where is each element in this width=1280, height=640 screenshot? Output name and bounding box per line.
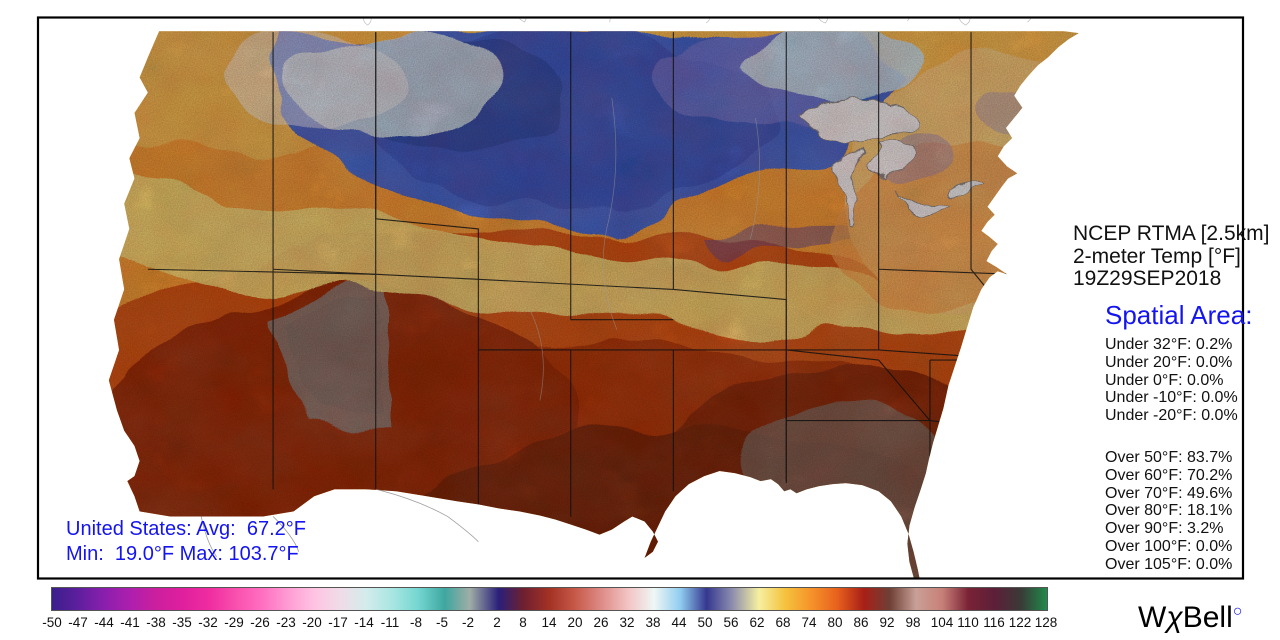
svg-text:-32: -32 xyxy=(198,615,218,630)
svg-text:-2: -2 xyxy=(462,615,474,630)
svg-text:-35: -35 xyxy=(172,615,192,630)
svg-text:20: 20 xyxy=(567,615,582,630)
svg-text:-5: -5 xyxy=(436,615,448,630)
svg-text:-47: -47 xyxy=(68,615,88,630)
svg-text:128: 128 xyxy=(1035,615,1058,630)
svg-text:116: 116 xyxy=(983,615,1005,630)
svg-text:74: 74 xyxy=(801,615,817,630)
svg-text:14: 14 xyxy=(541,615,557,630)
svg-text:56: 56 xyxy=(723,615,738,630)
svg-text:80: 80 xyxy=(827,615,842,630)
svg-text:122: 122 xyxy=(1009,615,1032,630)
svg-text:-14: -14 xyxy=(354,615,374,630)
svg-text:26: 26 xyxy=(593,615,608,630)
svg-text:2: 2 xyxy=(493,615,501,630)
svg-text:86: 86 xyxy=(853,615,868,630)
svg-text:62: 62 xyxy=(749,615,764,630)
svg-text:-11: -11 xyxy=(381,615,400,630)
svg-text:92: 92 xyxy=(879,615,894,630)
svg-text:38: 38 xyxy=(645,615,660,630)
svg-text:-8: -8 xyxy=(410,615,422,630)
svg-text:110: 110 xyxy=(957,615,979,630)
svg-text:98: 98 xyxy=(905,615,920,630)
svg-text:-20: -20 xyxy=(302,615,322,630)
svg-text:104: 104 xyxy=(931,615,954,630)
svg-text:-26: -26 xyxy=(250,615,270,630)
svg-text:8: 8 xyxy=(519,615,527,630)
svg-text:-17: -17 xyxy=(328,615,348,630)
svg-text:-38: -38 xyxy=(146,615,166,630)
svg-text:-50: -50 xyxy=(42,615,62,630)
svg-text:50: 50 xyxy=(697,615,712,630)
svg-text:32: 32 xyxy=(619,615,634,630)
svg-text:-44: -44 xyxy=(94,615,114,630)
svg-text:44: 44 xyxy=(671,615,687,630)
svg-text:-29: -29 xyxy=(224,615,244,630)
svg-text:68: 68 xyxy=(775,615,790,630)
svg-text:-41: -41 xyxy=(120,615,140,630)
svg-text:-23: -23 xyxy=(276,615,296,630)
